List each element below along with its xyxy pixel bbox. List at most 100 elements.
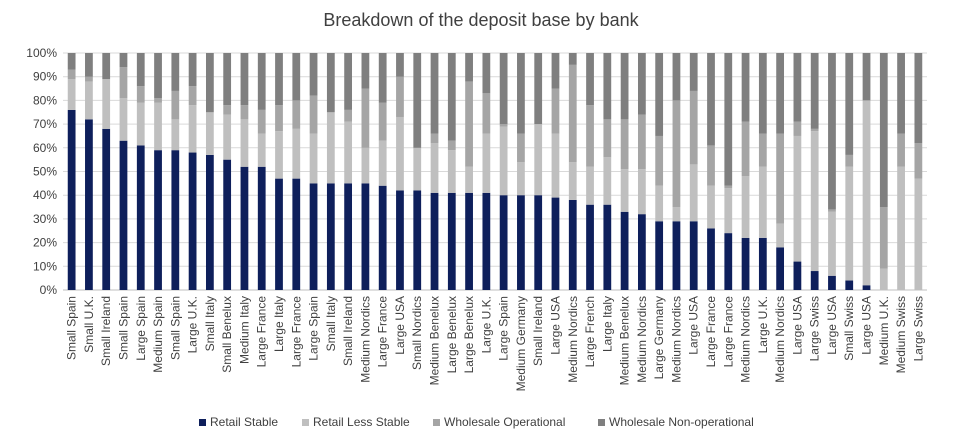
bar-segment xyxy=(776,247,785,290)
bar-segment xyxy=(309,183,318,290)
legend: Retail Stable Retail Less Stable Wholesale… xyxy=(199,415,754,429)
bar-segment xyxy=(551,133,560,198)
x-tick-label: Medium Spain xyxy=(151,296,165,373)
y-tick-label: 70% xyxy=(33,117,57,131)
bar-segment xyxy=(171,119,180,151)
bar-segment xyxy=(655,185,664,222)
bar-segment xyxy=(637,214,646,290)
bar-segment xyxy=(741,176,750,238)
bar-segment xyxy=(430,192,439,290)
bar-segment xyxy=(240,119,249,167)
bar-segment xyxy=(188,53,197,87)
x-tick-label: Large U.K. xyxy=(186,296,200,353)
bar-segment xyxy=(430,53,439,134)
bar-segment xyxy=(326,112,335,184)
bar-segment xyxy=(828,209,836,212)
bar-segment xyxy=(620,53,629,120)
bar-segment xyxy=(378,53,387,103)
bar-segment xyxy=(862,285,871,290)
x-tick-label: Small Ireland xyxy=(531,296,545,366)
bar-segment xyxy=(828,53,836,210)
x-tick-label: Small Spain xyxy=(168,296,182,360)
bar-segment xyxy=(689,90,698,165)
bar-segment xyxy=(309,95,318,134)
bar-segment xyxy=(257,109,266,134)
y-tick-label: 50% xyxy=(33,165,57,179)
bar-segment xyxy=(188,86,197,106)
bar-segment xyxy=(845,53,854,155)
legend-label: Wholesale Operational xyxy=(444,415,565,429)
x-tick-label: Small Italy xyxy=(324,296,338,351)
bar-segment xyxy=(257,133,266,167)
bar-segment xyxy=(517,133,525,163)
bar-segment xyxy=(689,53,698,91)
bar-segment xyxy=(275,131,283,179)
x-tick-label: Large France xyxy=(376,296,390,368)
bar-segment xyxy=(154,98,162,103)
bar-segment xyxy=(447,192,456,290)
bar-segment xyxy=(724,185,733,189)
bar-segment xyxy=(309,133,318,184)
bar-segment xyxy=(845,166,854,281)
bar-segment xyxy=(465,81,473,167)
bar-segment xyxy=(119,140,128,290)
bar-segment xyxy=(413,53,422,148)
bar-segment xyxy=(136,102,145,146)
x-tick-label: Small Ireland xyxy=(341,296,355,366)
x-tick-label: Medium Benelux xyxy=(428,296,442,385)
bar-segment xyxy=(171,90,180,120)
y-tick-label: 10% xyxy=(33,259,57,273)
bar-segment xyxy=(758,133,767,167)
bar-segment xyxy=(102,128,111,290)
bar-segment xyxy=(724,233,733,290)
x-tick-label: Large France xyxy=(704,296,718,368)
bar-segment xyxy=(361,147,370,184)
bar-segment xyxy=(119,98,128,141)
bar-segment xyxy=(741,53,750,122)
bar-segment xyxy=(119,67,128,99)
bar-segment xyxy=(447,140,456,151)
bar-segment xyxy=(240,53,249,106)
bar-segment xyxy=(724,188,733,234)
bar-segment xyxy=(586,53,594,106)
y-tick-label: 100% xyxy=(26,46,57,60)
x-tick-label: Medium U.K. xyxy=(877,296,891,365)
legend-swatch xyxy=(302,419,309,426)
legend-swatch xyxy=(433,419,440,426)
bar-segment xyxy=(828,275,836,290)
bar-segment xyxy=(154,53,162,99)
bar-segment xyxy=(205,154,214,290)
bar-segment xyxy=(586,105,594,167)
bar-segment xyxy=(534,124,543,196)
x-tick-label: Large Italy xyxy=(272,296,286,352)
bar-segment xyxy=(257,53,266,110)
bar-segment xyxy=(810,131,819,272)
bar-segment xyxy=(655,135,664,186)
bar-segment xyxy=(465,166,473,193)
bar-segment xyxy=(707,53,715,146)
x-tick-label: Large Germany xyxy=(652,296,666,379)
bar-segment xyxy=(430,133,439,144)
bar-segment xyxy=(85,76,93,82)
bar-segment xyxy=(758,53,767,134)
bar-segment xyxy=(136,53,145,87)
bar-segment xyxy=(240,166,249,290)
y-tick-label: 40% xyxy=(33,188,57,202)
bar-segment xyxy=(603,157,612,205)
x-tick-label: Medium Nordics xyxy=(669,296,683,383)
bar-segment xyxy=(586,166,594,205)
x-tick-label: Small Spain xyxy=(116,296,130,360)
x-tick-label: Medium Nordics xyxy=(739,296,753,383)
x-tick-label: Large Spain xyxy=(307,296,321,361)
bar-segment xyxy=(275,105,283,132)
x-tick-label: Large France xyxy=(289,296,303,368)
bar-segment xyxy=(707,228,715,290)
bar-segment xyxy=(862,53,871,101)
bar-segment xyxy=(499,126,508,196)
bar-segment xyxy=(223,114,232,160)
bar-segment xyxy=(136,86,145,103)
bar-segment xyxy=(447,53,456,141)
x-tick-label: Large USA xyxy=(860,296,874,355)
x-axis-ticks: Small Spain Small U.K. Small Ireland Small … xyxy=(65,296,926,392)
